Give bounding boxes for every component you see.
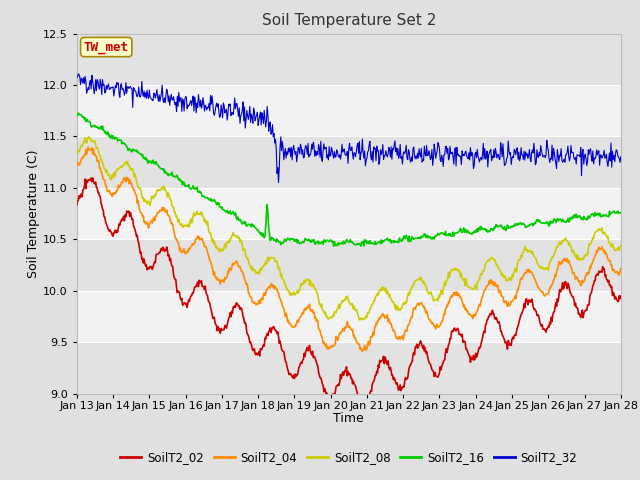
- Title: Soil Temperature Set 2: Soil Temperature Set 2: [262, 13, 436, 28]
- Bar: [77, 136, 621, 188]
- Y-axis label: Soil Temperature (C): Soil Temperature (C): [28, 149, 40, 278]
- Text: TW_met: TW_met: [84, 40, 129, 54]
- Bar: [77, 240, 621, 291]
- Bar: [77, 34, 621, 85]
- X-axis label: Time: Time: [333, 412, 364, 425]
- Bar: [77, 85, 621, 136]
- Bar: [77, 291, 621, 342]
- Bar: [77, 188, 621, 240]
- Legend: SoilT2_02, SoilT2_04, SoilT2_08, SoilT2_16, SoilT2_32: SoilT2_02, SoilT2_04, SoilT2_08, SoilT2_…: [115, 446, 582, 469]
- Bar: [77, 342, 621, 394]
